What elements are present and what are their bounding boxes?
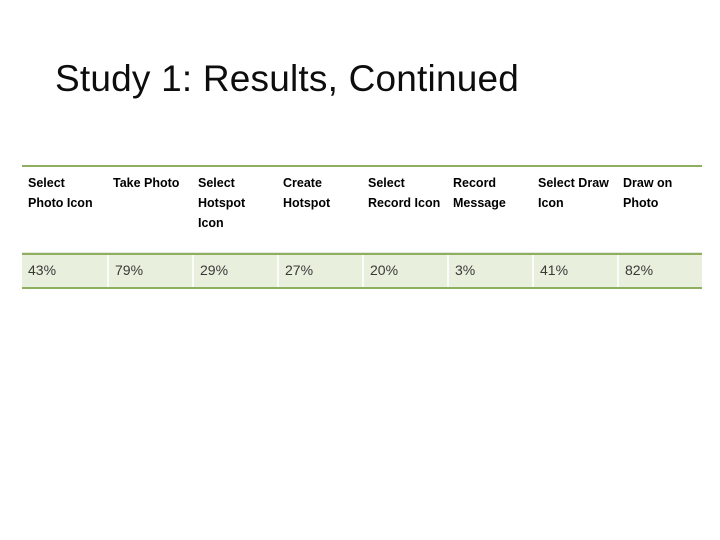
value-create-hotspot: 27% <box>277 255 362 287</box>
column-header-select-hotspot-icon: Select Hotspot Icon <box>198 176 246 230</box>
value-select-draw-icon: 41% <box>532 255 617 287</box>
column-header-draw-on-photo: Draw on Photo <box>623 176 673 210</box>
column-header-select-photo-icon: Select Photo Icon <box>28 176 93 210</box>
table-header-row: Select Photo Icon Take Photo Select Hots… <box>22 167 702 253</box>
value-take-photo: 79% <box>107 255 192 287</box>
column-header-select-record-icon: Select Record Icon <box>368 176 441 210</box>
value-select-photo-icon: 43% <box>28 262 57 278</box>
value-select-hotspot-icon: 29% <box>192 255 277 287</box>
column-header-record-message: Record Message <box>453 176 506 210</box>
column-header-select-draw-icon: Select Draw Icon <box>538 176 609 210</box>
value-draw-on-photo: 82% <box>617 255 702 287</box>
value-select-record-icon: 20% <box>362 255 447 287</box>
value-record-message: 3% <box>447 255 532 287</box>
table-data-row: 43% 79% 29% 27% 20% 3% 41% 82% <box>22 253 702 289</box>
results-table: Select Photo Icon Take Photo Select Hots… <box>22 165 702 289</box>
column-header-create-hotspot: Create Hotspot <box>283 176 331 210</box>
column-header-take-photo: Take Photo <box>113 176 180 190</box>
slide-title: Study 1: Results, Continued <box>55 58 520 99</box>
